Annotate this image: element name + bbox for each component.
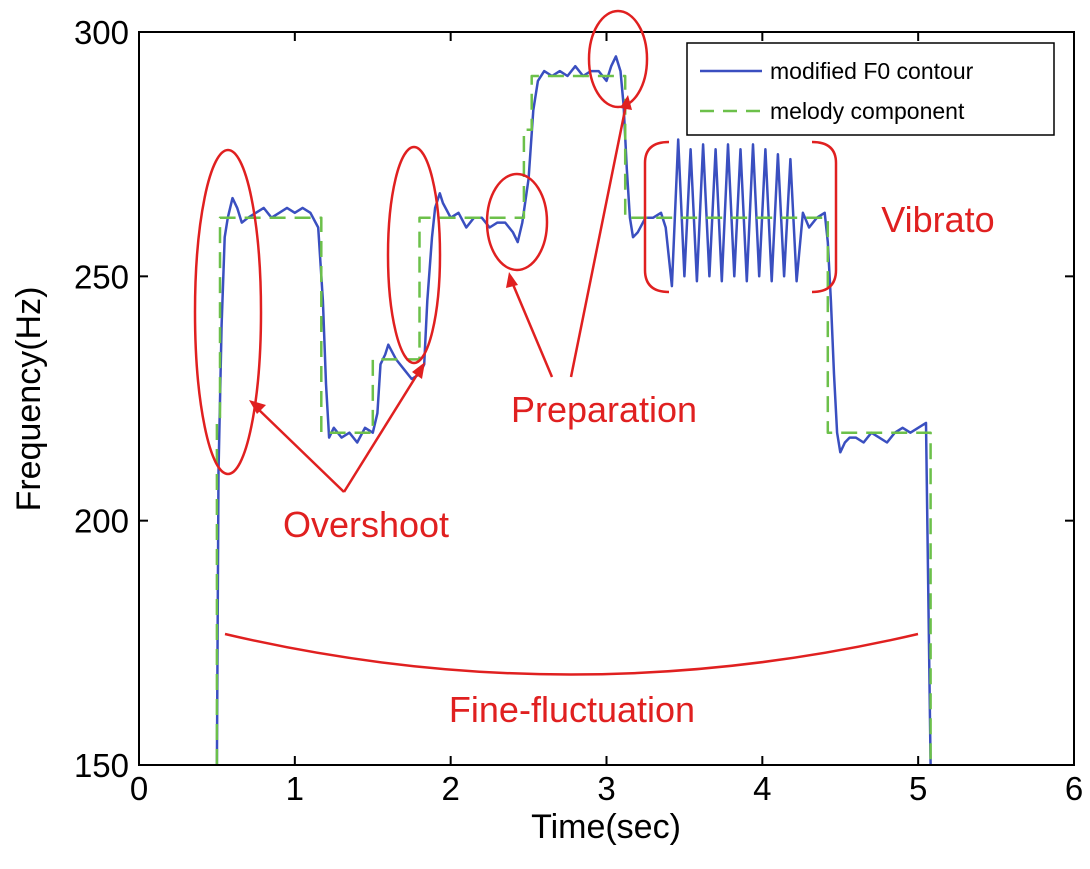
y-tick-label: 300 [74,14,129,51]
overshoot-ellipse-2 [386,145,442,365]
legend-label-contour: modified F0 contour [770,58,974,84]
preparation-arrowhead-2 [620,95,632,110]
preparation-arrow-line-1 [510,281,554,378]
ticks-layer: 0 1 2 3 4 5 6 150 200 250 300 [74,14,1083,807]
x-tick-label: 0 [130,770,148,807]
preparation-circle-1 [485,172,549,272]
y-tick-label: 250 [74,258,129,295]
annotation-arrowheads [249,95,632,414]
x-tick-label: 4 [753,770,771,807]
annotation-overshoot: Overshoot [283,504,449,545]
overshoot-ellipse-1 [193,148,263,476]
y-tick-label: 150 [74,747,129,784]
preparation-arrowhead-1 [506,272,518,288]
legend: modified F0 contour melody component [686,42,1055,136]
preparation-arrow-line-2 [569,104,628,378]
y-axis-label: Frequency(Hz) [10,287,48,512]
series-line-f0-contour [215,55,932,766]
vibrato-bracket-left [643,140,670,294]
preparation-circle-2 [587,9,649,109]
legend-label-melody: melody component [770,98,965,124]
vibrato-bracket-right [811,140,838,294]
overshoot-arrow-line-1 [255,406,345,493]
x-tick-label: 1 [286,770,304,807]
fine-fluctuation-brace [224,632,919,676]
overshoot-arrowhead-1 [249,400,266,414]
x-tick-label: 3 [597,770,615,807]
annotation-vibrato: Vibrato [881,199,994,240]
legend-box [686,42,1055,136]
x-axis-label: Time(sec) [531,808,681,846]
x-tick-label: 2 [441,770,459,807]
annotation-fine-fluctuation: Fine-fluctuation [449,689,695,730]
x-tick-label: 6 [1065,770,1083,807]
annotations [193,9,919,676]
annotation-preparation: Preparation [511,389,697,430]
x-tick-label: 5 [909,770,927,807]
y-tick-label: 200 [74,503,129,540]
overshoot-arrowhead-2 [412,362,425,379]
overshoot-arrow-line-2 [342,369,422,493]
